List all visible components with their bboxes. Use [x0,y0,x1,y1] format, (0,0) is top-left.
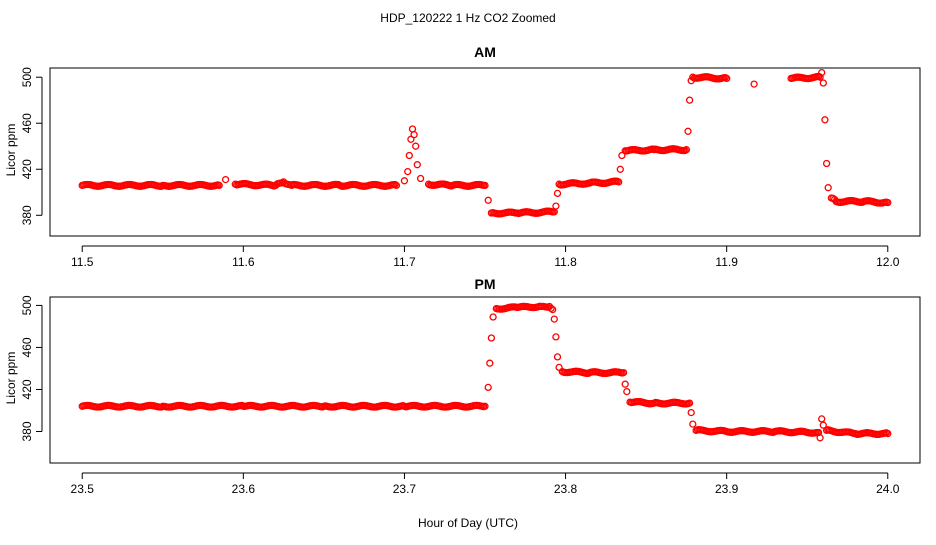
x-axis-title: Hour of Day (UTC) [418,516,518,530]
data-point-am [682,146,691,154]
data-point-am [750,80,758,88]
data-point-am [822,159,831,168]
data-point-am [410,131,418,139]
data-point-pm [550,315,558,323]
x-tick-label-pm: 23.6 [232,482,256,496]
data-point-pm [484,383,492,392]
data-point-pm [487,334,496,342]
y-tick-label-am: 420 [20,159,34,179]
x-tick-label-pm: 23.9 [715,482,739,496]
x-tick-label-pm: 23.7 [393,482,417,496]
panel-am: AM Licor ppm 11.5 11.6 11.7 11.8 11.9 12.0 38… [4,44,921,269]
y-tick-label-am: 380 [20,205,34,225]
data-point-am [412,142,420,150]
data-point-am [616,165,624,173]
x-tick-label-am: 11.5 [71,255,94,269]
panel-title-am: AM [474,44,496,60]
y-axis-title-pm: Licor ppm [4,352,18,405]
data-point-am [221,175,230,184]
data-point-pm [489,313,497,321]
data-points-pm [78,302,892,442]
y-tick-label-pm: 460 [20,337,34,357]
data-point-pm [552,333,560,341]
data-point-am [552,202,560,210]
y-tick-label-pm: 500 [20,295,34,315]
data-point-pm [687,408,695,417]
y-tick-label-pm: 420 [20,379,34,399]
data-point-pm [547,304,555,313]
data-point-am [821,116,829,124]
data-point-am [405,151,413,160]
data-point-pm [689,420,697,428]
data-point-am [818,68,826,77]
main-title: HDP_120222 1 Hz CO2 Zoomed [380,11,555,25]
x-tick-label-am: 11.6 [232,255,255,269]
x-tick-label-am: 12.0 [876,255,900,269]
data-point-pm [818,415,826,423]
data-point-am [684,127,692,135]
data-point-am [685,96,694,104]
plot-frame-pm [49,296,921,464]
data-point-am [884,198,892,207]
data-point-am [400,177,409,185]
y-tick-label-pm: 380 [20,421,34,441]
data-point-am [824,184,832,192]
x-tick-label-pm: 24.0 [876,482,900,496]
y-tick-label-am: 500 [20,67,34,87]
x-tick-label-pm: 23.8 [554,482,578,496]
data-point-am [723,74,731,83]
data-point-pm [549,305,557,314]
data-point-am [481,181,489,190]
y-axis-title-am: Licor ppm [4,124,18,177]
data-point-am [416,174,425,183]
x-axis-am: 11.5 11.6 11.7 11.8 11.9 12.0 [71,245,900,269]
y-axis-pm: 380 420 460 500 [20,295,43,441]
data-point-am [404,167,412,176]
y-tick-label-am: 460 [20,113,34,133]
data-point-am [615,178,623,186]
panel-title-pm: PM [475,276,496,292]
data-point-pm [619,368,628,377]
data-point-am [413,161,421,169]
data-point-pm [486,359,494,367]
x-tick-label-pm: 23.5 [71,482,95,496]
panel-pm: PM Licor ppm 23.5 23.6 23.7 23.8 23.9 24.0 38… [4,276,921,496]
data-point-pm [481,402,489,410]
x-axis-pm: 23.5 23.6 23.7 23.8 23.9 24.0 [71,472,900,496]
data-point-pm [819,421,827,429]
x-tick-label-am: 11.8 [554,255,577,269]
data-point-am [484,196,492,204]
plot-frame-am [49,67,921,237]
y-axis-am: 380 420 460 500 [20,67,43,225]
data-point-am [553,189,562,198]
data-point-pm [685,399,694,407]
data-point-pm [816,434,824,442]
data-point-pm [621,380,629,388]
data-point-am [618,151,626,160]
data-point-am [819,79,827,87]
data-point-pm [884,429,892,438]
x-tick-label-am: 11.9 [715,255,738,269]
data-points-am [78,68,892,218]
data-point-pm [623,387,631,396]
x-tick-label-am: 11.7 [393,255,416,269]
data-point-am [392,181,401,190]
data-point-am [215,181,223,190]
data-point-am [816,73,824,81]
data-point-pm [553,353,562,361]
